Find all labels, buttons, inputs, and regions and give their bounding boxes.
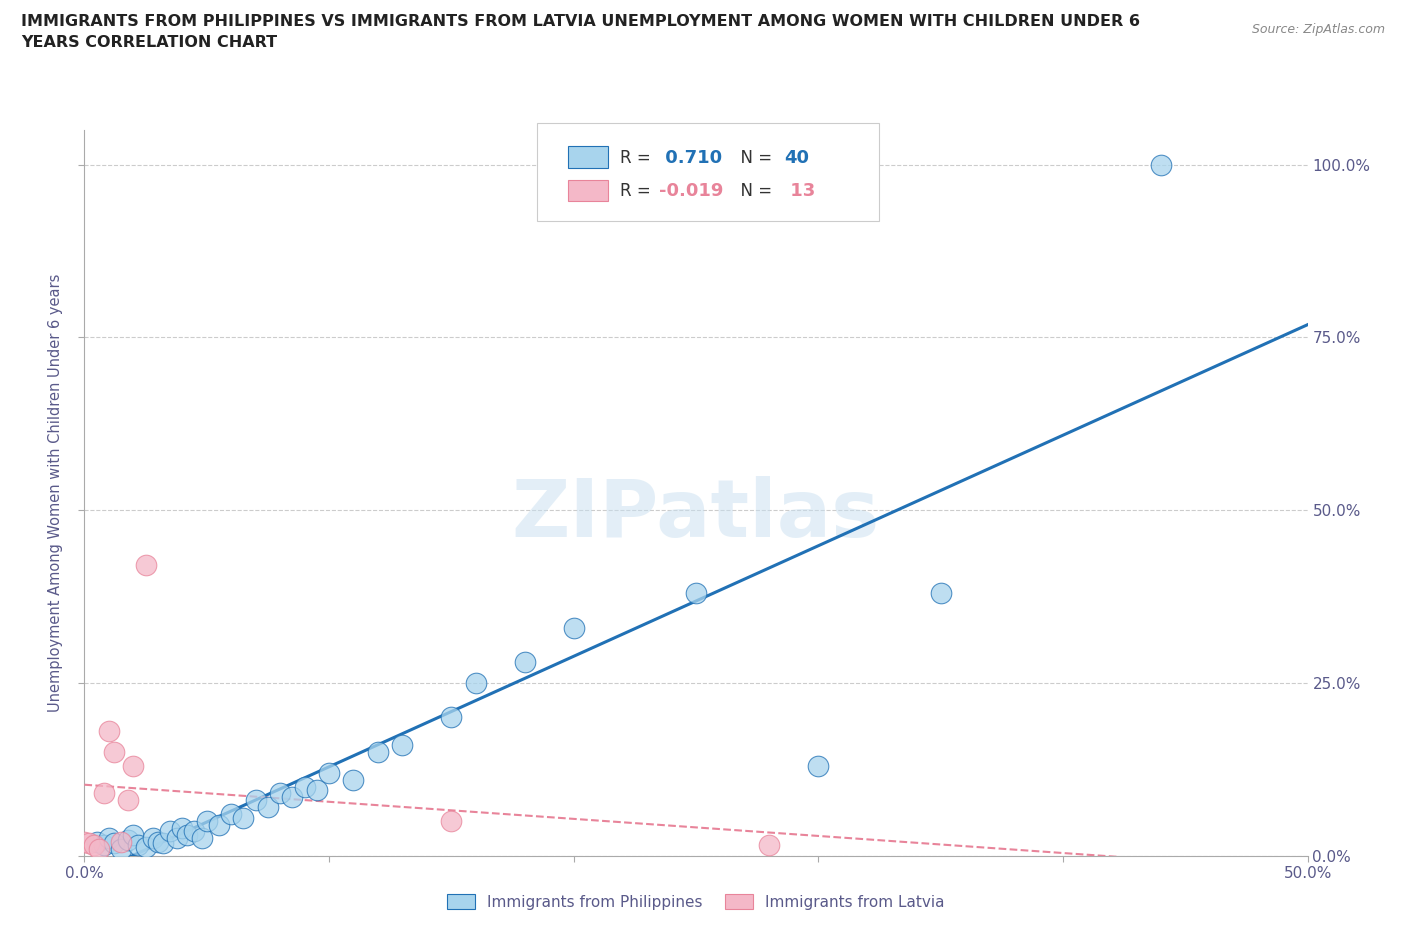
Point [142,830,165,845]
Point [86,834,108,849]
Point [245,793,267,808]
Point [176,828,198,843]
Point [117,793,139,808]
Legend: Immigrants from Philippines, Immigrants from Latvia: Immigrants from Philippines, Immigrants … [447,894,945,910]
Point [146,834,169,849]
Point [135,840,157,855]
Y-axis label: Unemployment Among Women with Children Under 6 years: Unemployment Among Women with Children U… [48,273,63,712]
Point [93,838,115,853]
Point [807,758,830,773]
Point [83,838,105,853]
Text: 13: 13 [785,182,815,200]
Point [73,834,96,849]
Text: YEARS CORRELATION CHART: YEARS CORRELATION CHART [21,35,277,50]
Point [195,814,218,829]
Point [929,586,952,601]
Point [77,836,100,851]
FancyBboxPatch shape [568,146,607,168]
Point [294,779,316,794]
Text: N =: N = [730,182,778,200]
Text: 40: 40 [785,149,808,166]
Point [391,737,413,752]
Point [93,786,115,801]
Point [166,830,188,845]
Point [97,830,120,845]
Point [318,765,340,780]
Text: Source: ZipAtlas.com: Source: ZipAtlas.com [1251,23,1385,36]
Point [219,806,242,821]
Point [103,836,125,851]
Text: N =: N = [730,149,778,166]
Point [172,820,194,835]
Text: IMMIGRANTS FROM PHILIPPINES VS IMMIGRANTS FROM LATVIA UNEMPLOYMENT AMONG WOMEN W: IMMIGRANTS FROM PHILIPPINES VS IMMIGRANT… [21,14,1140,29]
FancyBboxPatch shape [537,123,880,221]
Point [159,824,181,839]
Point [208,817,231,832]
Point [269,786,291,801]
Point [464,675,486,690]
Point [257,800,280,815]
Point [87,842,110,857]
Text: R =: R = [620,182,657,200]
Point [97,724,120,738]
Point [110,834,132,849]
Text: R =: R = [620,149,657,166]
Point [758,838,780,853]
Point [122,758,145,773]
Point [183,824,205,839]
Point [440,814,463,829]
Point [440,710,463,724]
Point [1150,157,1173,172]
Point [127,838,149,853]
Text: -0.019: -0.019 [659,182,724,200]
Point [110,842,132,857]
Point [281,790,304,804]
Point [122,828,145,843]
Point [305,782,328,797]
Point [562,620,585,635]
Point [367,745,389,760]
Point [152,836,174,851]
Point [135,558,157,573]
Point [342,772,364,787]
FancyBboxPatch shape [568,179,607,201]
Point [117,833,139,848]
Point [685,586,707,601]
Point [103,745,125,760]
Text: ZIPatlas: ZIPatlas [512,475,880,553]
Text: 0.710: 0.710 [659,149,723,166]
Point [191,830,214,845]
Point [232,810,254,825]
Point [513,655,536,670]
